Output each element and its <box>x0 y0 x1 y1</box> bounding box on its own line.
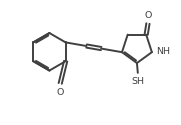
Text: O: O <box>144 11 152 20</box>
Text: O: O <box>56 88 64 97</box>
Text: SH: SH <box>131 77 144 86</box>
Text: NH: NH <box>156 47 170 56</box>
